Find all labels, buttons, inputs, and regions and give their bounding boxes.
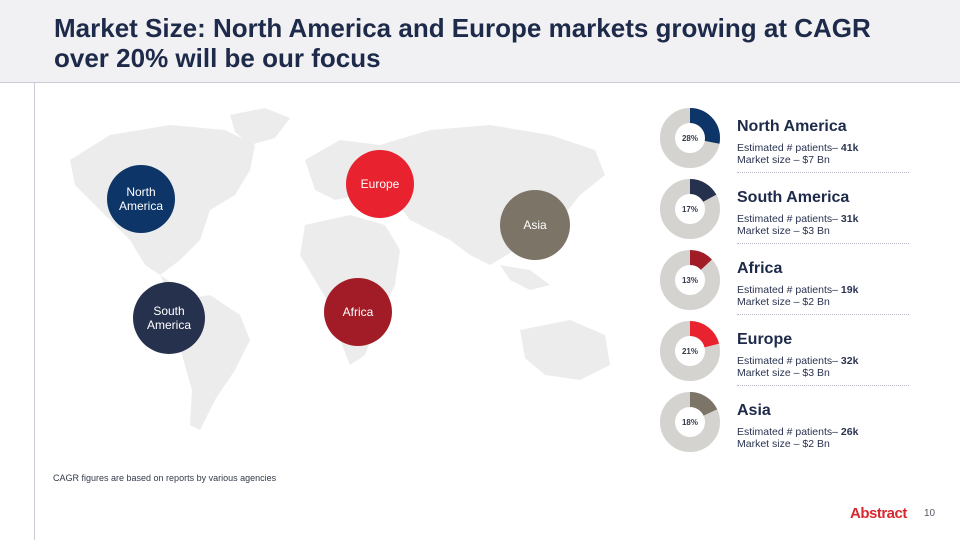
map-landmass-australia [520,320,610,380]
donut-percent-label: 18% [682,418,698,427]
footnote: CAGR figures are based on reports by var… [53,473,277,483]
region-name: Europe [737,331,793,348]
bubble-north-america: North America [107,165,175,233]
patients-line: Estimated # patients– 26k [737,426,859,438]
donut-chart: 21% [660,321,720,381]
donut-arc [660,321,720,381]
region-name: Asia [737,402,771,419]
patients-value: 32k [840,355,859,367]
donut-chart: 17% [660,179,720,239]
map-landmass-southeast-asia [500,265,550,290]
market-size-line: Market size – $3 Bn [737,225,830,237]
region-north-america: 28% North America Estimated # patients– … [660,108,910,173]
world-map [70,108,610,430]
separator [737,314,909,315]
donut-percent-label: 21% [682,347,698,356]
patients-value: 19k [840,284,859,296]
donut-percent-label: 13% [682,276,698,285]
separator [737,172,909,173]
patients-line: Estimated # patients– 32k [737,355,859,367]
map-landmass-asia [380,125,605,265]
region-name: South America [737,189,850,206]
bubble-south-america: South America [133,282,205,354]
separator [737,385,909,386]
separator [737,243,909,244]
region-asia: 18% Asia Estimated # patients– 26k Marke… [660,392,910,456]
donut-percent-label: 17% [682,205,698,214]
market-size-line: Market size – $3 Bn [737,367,830,379]
bubble-asia: Asia [500,190,570,260]
left-divider [34,82,35,540]
market-size-line: Market size – $2 Bn [737,438,830,450]
patients-line: Estimated # patients– 19k [737,284,859,296]
donut-arc [660,392,720,452]
region-name: Africa [737,260,783,277]
bubble-africa: Africa [324,278,392,346]
donut-chart: 18% [660,392,720,452]
donut-arc [660,179,720,239]
donut-arc [660,108,720,168]
brand-logo: Abstract [850,505,907,522]
page-title: Market Size: North America and Europe ma… [54,13,871,73]
page-number: 10 [924,508,936,519]
map-landmass-greenland [230,108,290,145]
donut-percent-label: 28% [682,134,698,143]
region-africa: 13% Africa Estimated # patients– 19k Mar… [660,250,910,315]
market-size-line: Market size – $7 Bn [737,154,830,166]
patients-value: 26k [840,426,859,438]
bubble-europe: Europe [346,150,414,218]
donut-arc [660,250,720,310]
patients-value: 41k [840,142,859,154]
donut-chart: 13% [660,250,720,310]
region-europe: 21% Europe Estimated # patients– 32k Mar… [660,321,910,386]
patients-value: 31k [840,213,859,225]
patients-line: Estimated # patients– 31k [737,213,859,225]
title-bar: Market Size: North America and Europe ma… [0,0,960,83]
region-name: North America [737,118,847,135]
market-size-line: Market size – $2 Bn [737,296,830,308]
donut-chart: 28% [660,108,720,168]
patients-line: Estimated # patients– 41k [737,142,859,154]
region-south-america: 17% South America Estimated # patients– … [660,179,910,244]
